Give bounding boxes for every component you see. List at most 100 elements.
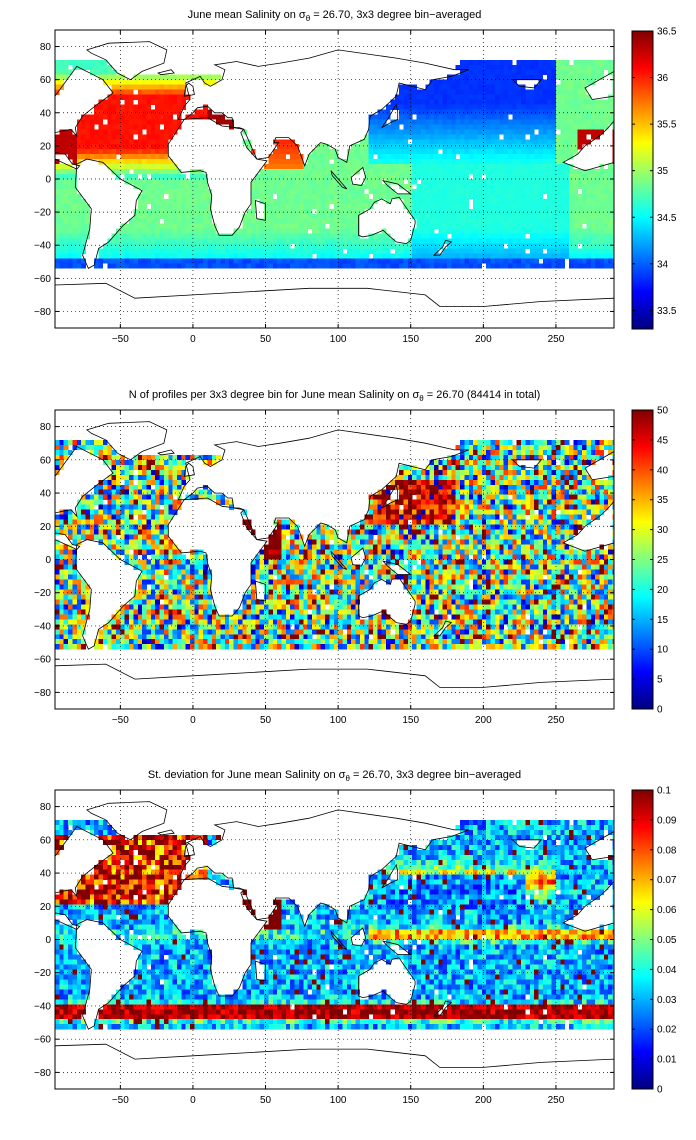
data-cell [551, 119, 557, 125]
data-cell [168, 454, 173, 461]
data-cell [403, 243, 409, 249]
data-cell [272, 233, 278, 239]
data-cell [455, 79, 461, 85]
data-cell [455, 243, 461, 249]
data-cell [433, 263, 439, 269]
data-cell [298, 164, 304, 170]
data-cell [490, 223, 496, 229]
data-cell [608, 213, 613, 220]
data-cell [159, 484, 165, 491]
data-cell [107, 164, 112, 170]
data-cell [303, 223, 308, 229]
data-cell [133, 464, 139, 471]
data-cell [176, 218, 182, 224]
map-panel-2: N of profiles per 3x3 degree bin for Jun… [34, 389, 669, 726]
data-cell [176, 479, 182, 486]
data-cell [55, 554, 60, 560]
data-cell [185, 559, 191, 565]
data-cell [529, 59, 535, 66]
data-cell [512, 124, 518, 130]
data-cell [163, 99, 169, 105]
data-cell [394, 243, 400, 249]
data-cell [542, 64, 548, 71]
data-cell [364, 179, 369, 185]
data-cell [455, 84, 461, 90]
data-cell [150, 474, 156, 481]
data-cell [168, 253, 173, 259]
data-cell [68, 604, 73, 610]
data-cell [582, 258, 587, 264]
data-cell [59, 188, 65, 195]
data-cell [381, 159, 387, 165]
data-cell [246, 263, 252, 269]
data-cell [582, 104, 587, 110]
data-cell [216, 238, 221, 244]
data-cell [59, 594, 65, 600]
data-cell [98, 634, 104, 640]
data-cell [455, 149, 461, 155]
data-cell [407, 188, 413, 195]
data-cell [115, 494, 121, 500]
data-cell [72, 644, 78, 650]
data-cell [129, 84, 134, 90]
data-cell [59, 64, 65, 71]
data-cell [102, 639, 108, 645]
data-cell [137, 144, 143, 150]
data-cell [464, 114, 470, 120]
data-cell [486, 89, 491, 95]
data-cell [547, 69, 552, 75]
data-cell [94, 449, 99, 456]
data-cell [460, 84, 465, 90]
data-cell [477, 238, 483, 244]
data-cell [115, 544, 121, 550]
data-cell [159, 188, 165, 195]
data-cell [390, 154, 396, 160]
data-cell [551, 198, 557, 205]
data-cell [281, 179, 287, 185]
data-cell [155, 183, 160, 190]
data-cell [499, 159, 504, 165]
data-cell [551, 109, 557, 115]
data-cell [577, 208, 583, 215]
data-cell [311, 238, 317, 244]
data-cell [542, 124, 548, 130]
data-cell [508, 134, 513, 140]
data-cell [194, 564, 200, 570]
data-cell [438, 258, 443, 264]
data-cell [159, 509, 165, 515]
data-cell [68, 509, 73, 515]
data-cell [163, 504, 169, 510]
data-cell [516, 238, 522, 244]
data-cell [503, 174, 509, 180]
data-cell [508, 74, 513, 80]
data-cell [124, 159, 130, 165]
data-cell [285, 253, 291, 259]
data-cell [85, 119, 91, 125]
data-cell [325, 253, 330, 259]
data-cell [529, 119, 535, 125]
data-cell [573, 149, 579, 155]
data-cell [555, 84, 561, 90]
data-cell [190, 238, 195, 244]
data-cell [159, 238, 165, 244]
data-cell [63, 604, 69, 610]
data-cell [68, 439, 73, 446]
data-cell [420, 203, 426, 210]
data-cell [120, 539, 125, 545]
data-cell [438, 253, 443, 259]
data-cell [133, 164, 139, 170]
data-cell [124, 634, 130, 640]
data-cell [211, 223, 217, 229]
data-cell [481, 134, 487, 140]
data-cell [516, 198, 522, 205]
data-cell [81, 604, 86, 610]
data-cell [268, 159, 274, 165]
data-cell [150, 198, 156, 205]
data-cell [120, 144, 125, 150]
data-cell [595, 213, 600, 220]
data-cell [124, 509, 130, 515]
data-cell [568, 79, 574, 85]
data-cell [307, 243, 313, 249]
data-cell [368, 198, 374, 205]
data-cell [185, 218, 191, 224]
